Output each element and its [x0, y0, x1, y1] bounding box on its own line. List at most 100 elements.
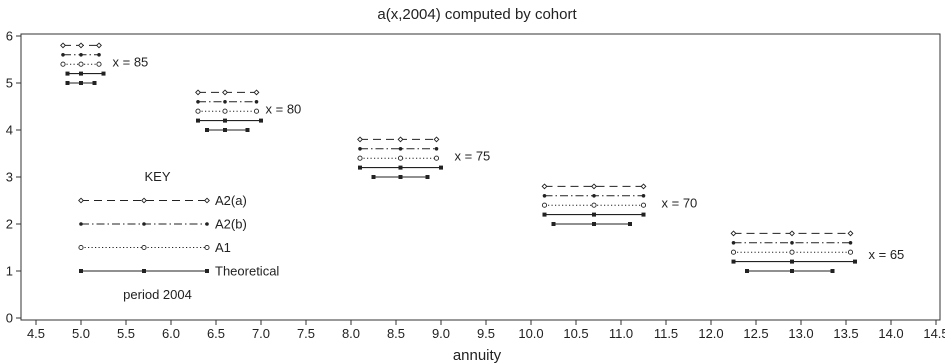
interval-a1-low-marker	[541, 202, 548, 208]
interval-a1-high-marker	[96, 61, 102, 67]
interval-a2b-low-marker	[196, 100, 200, 104]
interval-theoretical-b-high-marker	[92, 81, 97, 85]
x-tick-label: 10.0	[518, 326, 543, 341]
interval-theoretical-b-high-marker	[425, 175, 430, 179]
interval-a2a-high-marker	[640, 183, 647, 190]
legend-entry-theoretical-high-marker	[205, 269, 209, 273]
interval-a2a-low-marker	[357, 136, 363, 143]
interval-a1-high-marker	[640, 202, 647, 208]
legend-entry-a2-a--low-marker	[78, 197, 84, 204]
x-axis-label: annuity	[453, 347, 502, 364]
interval-a2a-mid-marker	[397, 136, 404, 143]
interval-a1	[730, 249, 854, 255]
x-tick-label: 8.0	[342, 326, 360, 341]
interval-theoretical-b-mid-marker	[223, 128, 227, 132]
interval-theoretical-b-low-marker	[371, 175, 376, 179]
interval-theoretical-a-high-marker	[853, 259, 857, 264]
interval-a2a-mid-marker	[78, 42, 84, 49]
interval-theoretical-a-high-marker	[259, 118, 263, 123]
x-tick-label: 10.5	[563, 326, 588, 341]
x-tick-label: 4.5	[27, 326, 45, 341]
interval-theoretical-b-mid-marker	[790, 269, 794, 273]
interval-a2a-low-marker	[195, 89, 201, 96]
interval-a1	[195, 108, 260, 114]
interval-a1-mid-marker	[591, 202, 597, 208]
interval-a1	[60, 61, 102, 67]
interval-theoretical-a-low-marker	[731, 259, 736, 264]
interval-a1-low-marker	[730, 249, 737, 255]
interval-a2a-high-marker	[847, 230, 854, 237]
interval-a2a	[730, 230, 854, 237]
interval-a2b-mid-marker	[79, 53, 83, 57]
cohort-group: x = 65	[730, 230, 905, 273]
interval-theoretical-b-low-marker	[65, 81, 70, 85]
group-label: x = 80	[266, 101, 302, 116]
x-tick-label: 13.0	[788, 326, 813, 341]
legend-entry-a2-b-	[79, 222, 209, 226]
interval-a2a-high-marker	[253, 89, 260, 96]
interval-theoretical-a-high-marker	[101, 71, 106, 76]
y-tick-label: 0	[6, 311, 13, 326]
interval-a2b-high-marker	[848, 241, 853, 245]
x-tick-label: 6.5	[207, 326, 225, 341]
interval-a2a-low-marker	[541, 183, 548, 190]
x-tick-label: 9.5	[477, 326, 495, 341]
interval-a2a-mid-marker	[591, 183, 597, 190]
interval-theoretical-b-high-marker	[830, 269, 835, 273]
x-tick-label: 5.0	[72, 326, 90, 341]
legend-entry-theoretical-low-marker	[79, 269, 83, 273]
interval-a2a-mid-marker	[789, 230, 795, 237]
interval-a2a-high-marker	[96, 42, 102, 49]
cohort-group: x = 80	[195, 89, 302, 132]
legend-entry-a2-b--mid-marker	[142, 222, 146, 226]
x-tick-label: 14.5	[923, 326, 945, 341]
interval-a1-high-marker	[253, 108, 260, 114]
x-axis: 4.5 5.0 5.5 6.0 6.5 7.0 7.5 8.0 8.5 9.0 9.5 10.0 10.…	[27, 320, 945, 341]
x-tick-label: 11.5	[654, 326, 678, 341]
interval-theoretical-b-low-marker	[551, 222, 556, 226]
legend-entry-a1-mid-marker	[141, 244, 147, 251]
interval-a1-mid-marker	[78, 61, 84, 67]
interval-a2b-high-marker	[641, 194, 646, 198]
interval-a2a-high-marker	[433, 136, 440, 143]
x-tick-label: 9.0	[432, 326, 450, 341]
legend-entry-a1-high-marker	[204, 244, 210, 251]
x-tick-label: 6.0	[162, 326, 180, 341]
legend-entry-a2-b--high-marker	[205, 222, 209, 226]
interval-a2b	[61, 53, 101, 57]
interval-theoretical-a	[542, 212, 646, 217]
interval-theoretical-b-low-marker	[205, 128, 209, 132]
interval-theoretical-a-high-marker	[641, 212, 646, 217]
interval-a2b	[358, 147, 439, 151]
interval-a2a-mid-marker	[222, 89, 228, 96]
cohort-group: x = 85	[60, 42, 149, 85]
interval-a1-low-marker	[195, 108, 201, 114]
group-label: x = 85	[113, 54, 149, 69]
group-label: x = 65	[869, 247, 905, 262]
interval-a1-mid-marker	[789, 249, 795, 255]
y-axis: 0 1 2 3 4 5 6	[6, 29, 21, 326]
interval-a1-low-marker	[357, 155, 363, 161]
x-tick-label: 12.5	[743, 326, 768, 341]
interval-theoretical-a-low-marker	[65, 71, 70, 76]
interval-a2a	[60, 42, 102, 49]
interval-theoretical-b-mid-marker	[79, 81, 83, 85]
interval-theoretical-a-high-marker	[439, 165, 443, 170]
interval-a2b-mid-marker	[398, 147, 403, 151]
x-tick-label: 7.5	[297, 326, 315, 341]
interval-a2b-mid-marker	[223, 100, 227, 104]
interval-theoretical-b-high-marker	[628, 222, 632, 226]
interval-theoretical-a-low-marker	[196, 118, 200, 123]
interval-theoretical-b	[551, 222, 632, 226]
legend-note: period 2004	[123, 287, 192, 302]
interval-theoretical-a-mid-marker	[398, 165, 403, 170]
interval-theoretical-a	[731, 259, 857, 264]
x-tick-label: 14.0	[878, 326, 903, 341]
interval-a2b-low-marker	[731, 241, 736, 245]
interval-a2b-mid-marker	[790, 241, 794, 245]
legend-title: KEY	[144, 169, 170, 184]
interval-theoretical-a	[196, 118, 263, 123]
interval-theoretical-b	[205, 128, 250, 132]
interval-theoretical-a-low-marker	[358, 165, 362, 170]
